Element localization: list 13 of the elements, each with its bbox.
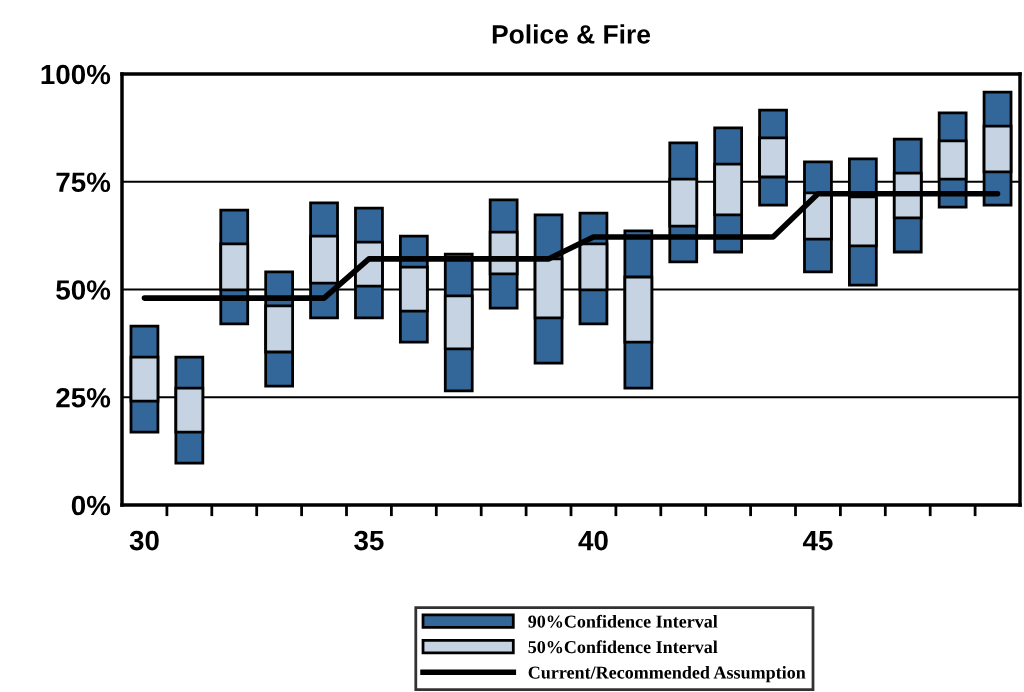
legend-label: Current/Recommended Assumption: [528, 665, 806, 683]
x-tick-label: 40: [578, 530, 608, 551]
y-tick-label: 100%: [41, 64, 111, 85]
x-tick-label: 30: [129, 530, 159, 551]
x-tick-label: 35: [354, 530, 384, 551]
legend-label: 90%Confidence Interval: [528, 614, 718, 628]
x-tick-label: 45: [802, 531, 833, 551]
y-tick-label: 50%: [56, 280, 111, 300]
y-tick-label: 0%: [71, 495, 111, 516]
legend-label: 50%Confidence Interval: [528, 640, 718, 654]
y-tick-label: 25%: [56, 387, 111, 408]
y-tick-label: 75%: [56, 172, 111, 193]
chart-title: Police & Fire: [492, 24, 651, 44]
